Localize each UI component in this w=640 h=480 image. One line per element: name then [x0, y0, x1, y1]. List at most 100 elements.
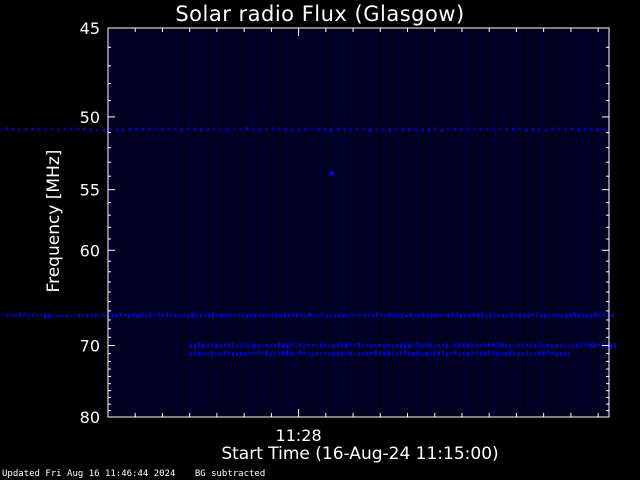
signal-pixel [275, 312, 278, 318]
signal-pixel [489, 312, 492, 318]
signal-pixel [542, 344, 545, 349]
signal-pixel [522, 313, 526, 319]
signal-pixel [86, 313, 89, 319]
signal-pixel [380, 313, 383, 318]
signal-pixel [534, 344, 537, 349]
signal-pixel [412, 352, 415, 356]
signal-pixel [521, 352, 524, 357]
signal-pixel [613, 343, 617, 349]
signal-pixel [340, 342, 344, 347]
signal-pixel [472, 312, 475, 317]
signal-pixel [552, 313, 555, 318]
signal-pixel [265, 343, 268, 348]
background-streak [284, 32, 285, 413]
signal-pixel [165, 313, 169, 318]
background-streak [134, 32, 135, 413]
background-streak [524, 32, 525, 413]
signal-pixel [56, 314, 59, 318]
signal-pixel [174, 313, 177, 318]
signal-pixel [10, 313, 13, 317]
signal-pixel [375, 127, 378, 131]
signal-pixel [219, 352, 222, 356]
background-streak [374, 32, 375, 413]
signal-pixel [427, 128, 430, 132]
signal-pixel [357, 352, 360, 356]
background-streak [179, 32, 180, 413]
signal-pixel [44, 127, 47, 131]
signal-pixel [486, 127, 489, 131]
x-tick-label: 11:28 [276, 426, 322, 445]
signal-pixel [459, 313, 463, 319]
signal-pixel [0, 128, 1, 131]
signal-pixel [307, 351, 310, 356]
signal-pixel [598, 313, 601, 317]
signal-pixel [303, 343, 306, 349]
background-streak [164, 32, 165, 413]
signal-pixel [336, 352, 339, 356]
signal-pixel [450, 351, 453, 356]
signal-pixel [122, 128, 125, 132]
signal-pixel [323, 128, 326, 132]
signal-pixel [202, 352, 205, 357]
signal-pixel [189, 352, 192, 357]
signal-pixel [193, 127, 196, 131]
signal-pixel [187, 127, 190, 131]
signal-pixel [252, 351, 255, 355]
background-streak [341, 32, 342, 413]
background-streak [299, 32, 300, 413]
signal-pixel [216, 313, 219, 317]
y-tick-label: 80 [80, 408, 100, 427]
signal-pixel [48, 313, 51, 319]
signal-pixel [440, 128, 443, 132]
background-streak [359, 32, 360, 413]
background-streak [410, 32, 411, 413]
signal-pixel [479, 344, 482, 348]
background-streak [440, 32, 441, 413]
signal-pixel [551, 127, 554, 131]
background-streak [119, 32, 120, 413]
signal-pixel [455, 312, 458, 318]
signal-pixel [454, 342, 457, 348]
background-streak [443, 32, 444, 413]
background-streak [395, 32, 396, 413]
signal-pixel [556, 313, 559, 317]
signal-pixel [525, 343, 528, 347]
signal-pixel [508, 344, 512, 348]
signal-pixel [287, 313, 290, 318]
background-streak [170, 32, 171, 413]
signal-pixel [443, 313, 446, 317]
signal-pixel [321, 312, 324, 317]
signal-pixel [513, 351, 516, 356]
signal-pixel [31, 127, 34, 131]
signal-pixel [395, 352, 398, 356]
background-streak [320, 32, 321, 413]
signal-pixel [210, 343, 213, 348]
signal-pixel [180, 128, 183, 132]
background-streak [503, 32, 504, 413]
signal-pixel [256, 344, 260, 349]
signal-pixel [357, 343, 360, 347]
signal-pixel [269, 351, 272, 357]
signal-pixel [273, 351, 276, 357]
signal-pixel [245, 314, 248, 319]
background-streak [572, 32, 573, 413]
background-streak [473, 32, 474, 413]
background-streak [128, 32, 129, 413]
signal-pixel [433, 343, 436, 349]
signal-pixel [527, 312, 530, 318]
background-streak [275, 32, 276, 413]
signal-pixel [294, 342, 297, 348]
background-streak [446, 32, 447, 413]
signal-pixel [336, 343, 339, 348]
signal-pixel [438, 313, 442, 318]
signal-pixel [403, 350, 407, 355]
signal-pixel [525, 351, 528, 356]
signal-pixel [475, 343, 478, 348]
signal-pixel [468, 313, 471, 318]
background-streak [461, 32, 462, 413]
signal-pixel [311, 351, 314, 357]
signal-pixel [563, 351, 566, 356]
signal-pixel [441, 350, 444, 355]
signal-pixel [290, 342, 293, 347]
